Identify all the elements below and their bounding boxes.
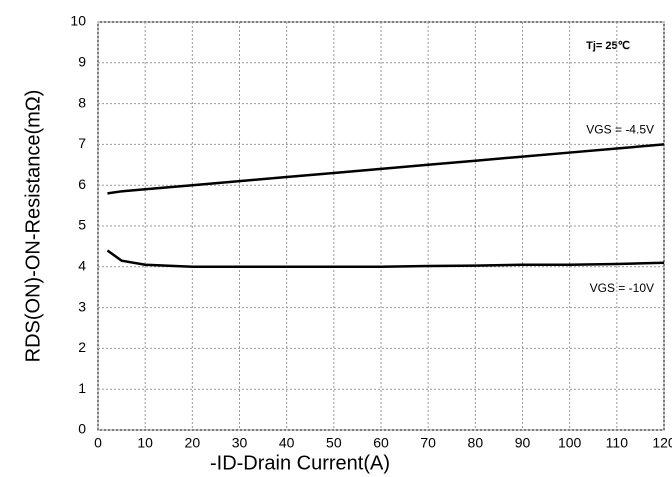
y-tick-label: 2 [78,339,86,355]
series-label: VGS = -10V [590,281,654,295]
x-tick-label: 70 [420,435,436,451]
x-tick-label: 60 [373,435,389,451]
x-tick-label: 80 [468,435,484,451]
y-tick-label: 4 [78,258,86,274]
x-tick-label: 100 [558,435,582,451]
y-tick-label: 10 [70,13,86,29]
x-tick-label: 50 [326,435,342,451]
y-axis-title: RDS(ON)-ON-Resistance(mΩ) [22,90,44,363]
x-tick-label: 10 [137,435,153,451]
y-tick-label: 1 [78,380,86,396]
x-tick-label: 110 [606,435,629,451]
y-tick-label: 3 [78,298,86,314]
y-tick-label: 0 [78,421,86,437]
x-tick-label: 20 [185,435,201,451]
annotation: Tj= 25℃ [586,40,630,52]
y-tick-label: 7 [78,135,86,151]
y-tick-label: 8 [78,94,86,110]
series-line [106,249,665,269]
x-tick-label: 40 [279,435,295,451]
x-tick-label: 120 [652,435,672,451]
x-tick-label: 0 [94,435,102,451]
x-tick-label: 30 [232,435,248,451]
y-tick-label: 5 [78,217,86,233]
y-tick-label: 6 [78,176,86,192]
series-line [107,143,665,195]
series-label: VGS = -4.5V [586,123,654,137]
x-axis-title: -ID-Drain Current(A) [210,452,390,474]
y-tick-label: 9 [78,54,86,70]
x-tick-label: 90 [515,435,531,451]
